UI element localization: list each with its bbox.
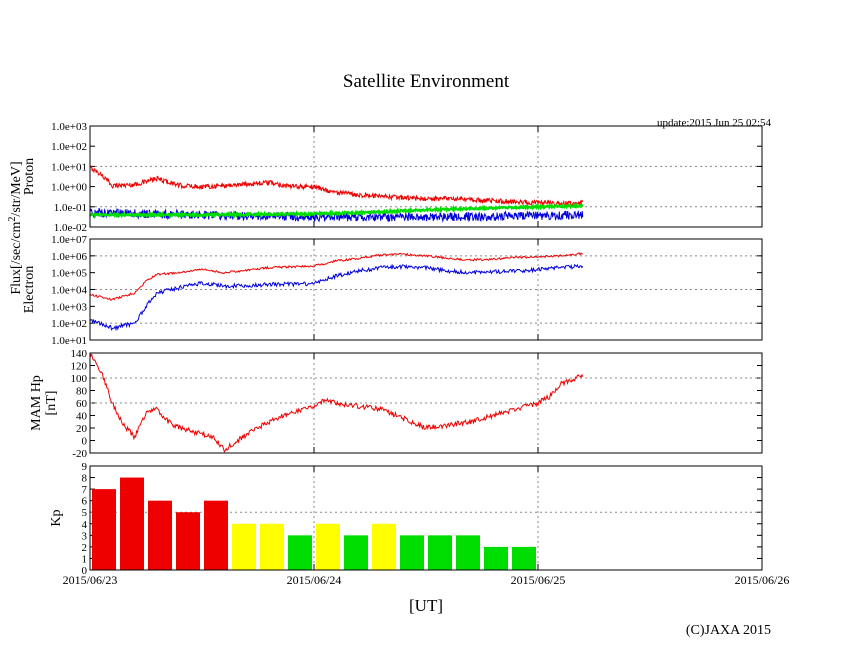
y-tick-label: 40 — [76, 411, 88, 423]
update-timestamp: update:2015 Jun 25 02:54 — [657, 117, 771, 129]
x-tick-label: 2015/06/23 — [63, 573, 118, 587]
panel-frame — [89, 352, 763, 454]
kp-bar — [92, 489, 116, 570]
kp-bar — [344, 535, 368, 570]
y-tick-label: 1.0e+06 — [51, 251, 87, 263]
x-tick-label: 2015/06/24 — [287, 573, 342, 587]
y-tick-label: 1.0e+07 — [51, 234, 87, 246]
chart-title: Satellite Environment — [343, 71, 510, 92]
kp-bar — [512, 546, 536, 570]
kp-bar — [428, 535, 452, 570]
y-tick-label: 4 — [82, 519, 88, 531]
kp-bar — [260, 523, 284, 570]
y-tick-label: 100 — [71, 373, 88, 385]
y-axis-label: MAM Hp — [29, 375, 44, 431]
y-tick-label: 8 — [82, 473, 88, 485]
y-tick-label: 1.0e+01 — [51, 161, 87, 173]
y-tick-label: 5 — [82, 507, 88, 519]
y-tick-label: 60 — [76, 398, 88, 410]
y-tick-label: 9 — [82, 461, 88, 473]
y-tick-label: 7 — [82, 484, 88, 496]
y-tick-label: 0 — [82, 436, 88, 448]
series-electron-high — [89, 252, 584, 301]
series-electron-low — [89, 263, 584, 332]
kp-bar — [148, 500, 172, 570]
y-axis-label: [nT] — [44, 391, 59, 416]
kp-bar — [232, 523, 256, 570]
flux-axis-label: Flux[/sec/cm2/str/MeV] — [7, 161, 24, 294]
y-axis-label: Proton — [22, 158, 37, 195]
kp-bar — [204, 500, 228, 570]
panel-electron: 1.0e+01 1.0e+02 1.0e+03 1.0e+04 1.0e+05 1.0e+… — [22, 234, 763, 347]
y-tick-label: 1.0e+05 — [51, 268, 87, 280]
kp-bar — [456, 535, 480, 570]
y-tick-label: 1.0e+01 — [51, 335, 87, 347]
y-tick-label: 1 — [82, 553, 88, 565]
y-tick-label: 1.0e+00 — [51, 182, 87, 194]
series-proton-high — [89, 165, 584, 208]
x-axis: 2015/06/23 2015/06/24 2015/06/25 2015/06/26 — [63, 573, 790, 587]
panel-proton: 1.0e-02 1.0e-01 1.0e+00 1.0e+01 1.0e+02 1.0e+… — [22, 121, 763, 234]
y-tick-label: 1.0e-02 — [54, 222, 87, 234]
y-axis-label: Electron — [22, 266, 37, 313]
y-tick-label: 80 — [76, 386, 88, 398]
y-tick-label: 1.0e+04 — [51, 285, 87, 297]
y-tick-label: 1.0e-01 — [54, 202, 87, 214]
y-tick-label: 0 — [82, 565, 88, 577]
x-axis-title: [UT] — [409, 596, 443, 615]
kp-bar — [316, 523, 340, 570]
y-tick-label: 6 — [82, 496, 88, 508]
y-tick-label: 120 — [71, 361, 88, 373]
y-tick-label: 1.0e+03 — [51, 121, 87, 133]
y-tick-label: 140 — [71, 348, 88, 360]
y-tick-label: 1.0e+02 — [51, 141, 87, 153]
panel-frame — [89, 238, 763, 341]
kp-bar — [484, 546, 508, 570]
x-tick-label: 2015/06/25 — [511, 573, 566, 587]
kp-bar — [120, 477, 144, 570]
series-proton-low — [89, 202, 584, 220]
y-tick-label: 1.0e+03 — [51, 301, 87, 313]
y-tick-label: 2 — [82, 542, 88, 554]
kp-bar — [400, 535, 424, 570]
panel-frame — [89, 125, 763, 228]
copyright-text: (C)JAXA 2015 — [686, 623, 771, 638]
y-tick-label: 1.0e+02 — [51, 318, 87, 330]
kp-bar — [288, 535, 312, 570]
panel-frame — [89, 465, 763, 571]
y-tick-label: 3 — [82, 530, 88, 542]
y-tick-label: 20 — [76, 423, 88, 435]
kp-bar — [176, 512, 200, 570]
series-mam-hp — [89, 352, 584, 453]
kp-bar — [372, 523, 396, 570]
y-tick-label: -20 — [72, 448, 87, 460]
y-axis-label: Kp — [49, 509, 64, 526]
x-tick-label: 2015/06/26 — [735, 573, 790, 587]
chart-panels: 1.0e-021.0e-011.0e+001.0e+011.0e+021.0e+… — [22, 121, 763, 577]
